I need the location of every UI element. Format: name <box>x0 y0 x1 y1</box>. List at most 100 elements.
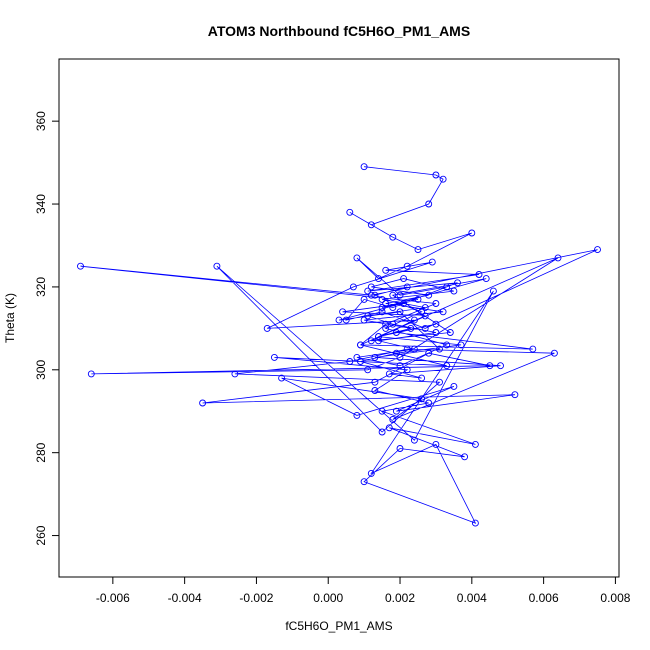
data-point <box>414 295 422 303</box>
data-point <box>418 374 426 382</box>
data-point <box>87 370 95 378</box>
data-point <box>389 304 397 312</box>
x-tick-label: 0.002 <box>385 591 415 605</box>
y-tick-label: 360 <box>34 111 48 131</box>
data-point <box>346 208 354 216</box>
x-tick-label: -0.002 <box>239 591 273 605</box>
data-point <box>436 345 443 353</box>
data-point <box>468 229 476 237</box>
data-point <box>421 304 429 312</box>
x-tick-label: -0.006 <box>96 591 130 605</box>
data-point <box>454 279 461 287</box>
data-point <box>353 411 361 419</box>
data-point <box>410 316 418 324</box>
plot-area-frame <box>58 58 620 578</box>
data-point <box>396 445 404 452</box>
data-point <box>77 262 84 270</box>
data-point <box>410 345 418 353</box>
data-point <box>364 366 372 374</box>
data-point <box>432 300 440 307</box>
data-point <box>550 349 558 357</box>
data-point <box>396 362 404 370</box>
data-point <box>375 275 382 283</box>
data-point <box>353 254 361 262</box>
data-point <box>475 271 483 278</box>
data-point <box>231 370 239 378</box>
data-point <box>432 440 440 448</box>
data-point <box>414 246 422 254</box>
data-point <box>382 320 390 328</box>
data-point <box>457 341 465 349</box>
data-point <box>489 287 497 295</box>
data-point <box>385 424 393 432</box>
data-point <box>450 287 458 295</box>
x-axis-label: fC5H6O_PM1_AMS <box>285 619 392 633</box>
data-point <box>392 329 400 336</box>
data-point <box>357 358 364 365</box>
data-point <box>199 399 207 407</box>
data-point <box>486 362 494 370</box>
data-point <box>346 358 354 365</box>
data-point <box>367 337 375 345</box>
data-point <box>360 478 368 486</box>
data-point <box>443 341 451 349</box>
data-point <box>425 200 433 208</box>
data-point <box>471 519 479 527</box>
data-point <box>389 416 397 423</box>
x-tick-label: 0.004 <box>457 591 487 605</box>
data-point <box>371 387 379 394</box>
y-tick-label: 260 <box>34 525 48 545</box>
series-line <box>80 166 598 524</box>
data-point <box>378 308 386 316</box>
x-tick-label: 0.006 <box>529 591 559 605</box>
data-point <box>371 291 379 299</box>
data-point <box>339 308 347 316</box>
data-point <box>511 391 519 399</box>
data-point <box>213 262 221 270</box>
data-point <box>367 221 375 229</box>
data-point <box>342 316 350 324</box>
y-tick-label: 320 <box>34 277 48 297</box>
data-point <box>371 353 379 361</box>
data-point <box>349 283 357 291</box>
data-point <box>403 345 411 353</box>
data-point <box>389 233 397 241</box>
data-point <box>382 266 390 274</box>
data-point <box>378 407 386 415</box>
data-point <box>375 337 382 345</box>
data-point <box>410 436 418 444</box>
data-point <box>400 300 408 307</box>
data-point <box>360 163 368 171</box>
data-point <box>439 175 447 183</box>
data-point <box>378 304 386 312</box>
x-tick-label: 0.008 <box>600 591 630 605</box>
data-point <box>425 291 433 299</box>
y-axis-label: Theta (K) <box>3 293 17 343</box>
data-point <box>270 353 278 361</box>
data-point <box>439 308 447 316</box>
data-point <box>529 345 537 353</box>
data-point <box>421 324 429 332</box>
data-point <box>436 378 443 386</box>
data-point <box>497 362 504 370</box>
data-point <box>278 374 286 382</box>
data-point <box>443 283 451 291</box>
data-point <box>389 291 397 299</box>
data-point <box>418 395 426 403</box>
data-point <box>407 324 415 332</box>
data-point <box>392 407 400 415</box>
data-point <box>364 287 372 295</box>
data-point <box>432 320 440 328</box>
data-point <box>403 366 411 374</box>
data-point <box>421 312 429 320</box>
y-axis: 260 280 300 320 340 360 <box>34 111 59 546</box>
data-point <box>594 246 601 254</box>
data-point <box>403 283 411 291</box>
data-point <box>335 316 343 324</box>
data-point <box>378 428 386 436</box>
y-tick-label: 300 <box>34 359 48 379</box>
data-point <box>471 440 479 448</box>
data-point <box>554 254 562 262</box>
data-point <box>364 312 372 320</box>
